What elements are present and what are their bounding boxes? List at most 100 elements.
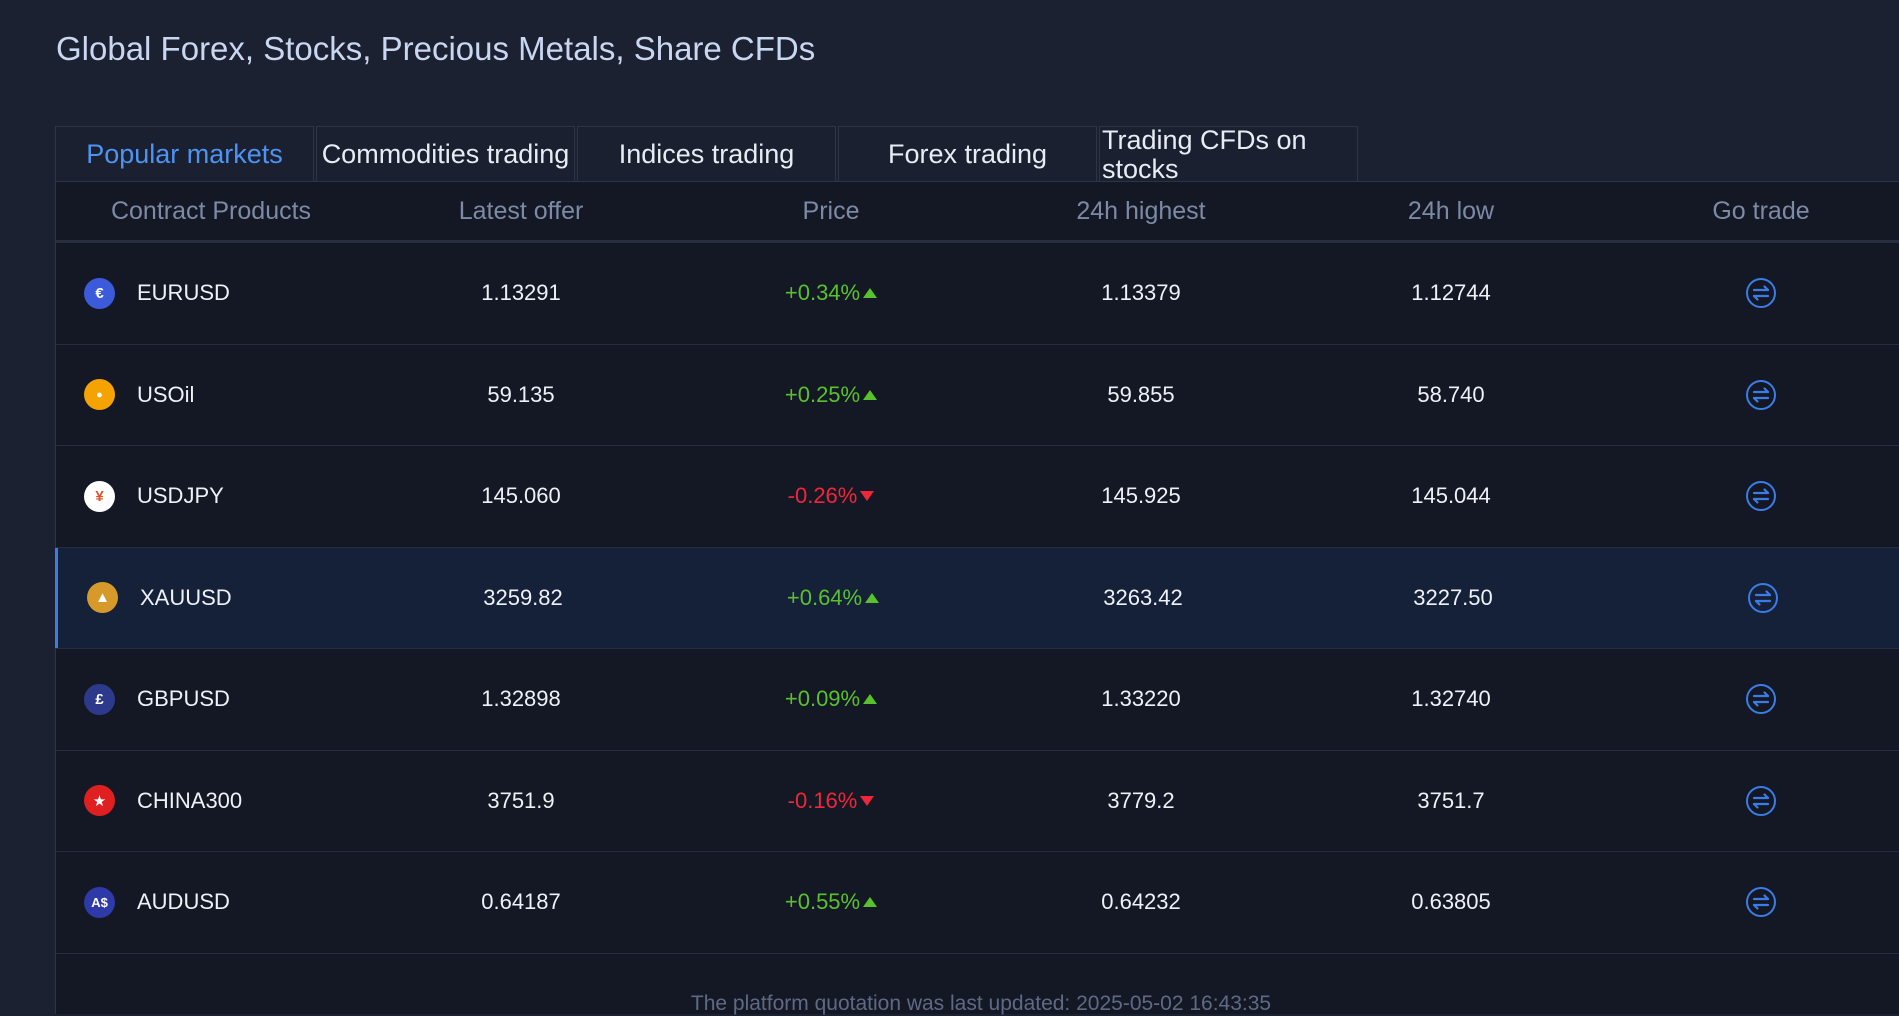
go-trade-cell [1606, 785, 1899, 817]
arrow-up-icon [863, 389, 878, 400]
oil-drop-icon: ● [84, 379, 115, 411]
gold-bars-icon: ▲ [87, 582, 118, 614]
price-change-value: +0.64% [786, 584, 863, 610]
product-cell: A$ AUDUSD [56, 886, 366, 918]
price-change-cell: +0.25% [676, 382, 986, 408]
header-24h-highest: 24h highest [1076, 196, 1206, 225]
24h-low-value: 1.32740 [1411, 686, 1491, 712]
swap-arrows-icon[interactable] [1745, 277, 1777, 309]
24h-high-value: 3263.42 [1103, 584, 1183, 610]
24h-low-value: 0.63805 [1411, 889, 1491, 915]
go-trade-cell [1606, 379, 1899, 411]
24h-low-value: 3227.50 [1413, 584, 1493, 610]
table-row[interactable]: € EURUSD 1.13291 +0.34% 1.13379 1.12744 [56, 243, 1899, 345]
latest-offer-value: 1.13291 [481, 280, 561, 306]
latest-offer-value: 0.64187 [481, 889, 561, 915]
yen-icon: ¥ [84, 480, 115, 512]
arrow-up-icon [863, 897, 878, 908]
24h-high-value: 145.925 [1101, 483, 1181, 509]
product-cell: £ GBPUSD [56, 683, 366, 715]
swap-arrows-icon[interactable] [1745, 379, 1777, 411]
table-row[interactable]: ▲ XAUUSD 3259.82 +0.64% 3263.42 3227.50 [55, 547, 1899, 649]
product-cell: ★ CHINA300 [56, 785, 366, 817]
product-cell: € EURUSD [56, 277, 366, 309]
arrow-down-icon [860, 795, 875, 806]
go-trade-cell [1606, 277, 1899, 309]
latest-offer-value: 1.32898 [481, 686, 561, 712]
go-trade-cell [1608, 582, 1899, 614]
tab-stock-cfds[interactable]: Trading CFDs on stocks [1099, 125, 1358, 183]
24h-high-value: 59.855 [1107, 381, 1175, 407]
header-latest-offer: Latest offer [458, 196, 584, 225]
arrow-up-icon [863, 694, 878, 705]
price-change-value: +0.55% [784, 889, 861, 915]
arrow-up-icon [863, 288, 878, 299]
market-table: Contract Products Latest offer Price 24h… [55, 181, 1899, 1015]
latest-offer-value: 145.060 [481, 483, 561, 509]
swap-arrows-icon[interactable] [1745, 480, 1777, 512]
header-price: Price [802, 196, 860, 225]
pound-icon: £ [84, 683, 115, 715]
china-flag-icon: ★ [84, 785, 115, 817]
last-updated-note: The platform quotation was last updated:… [690, 992, 1272, 1015]
price-change-cell: -0.26% [676, 483, 986, 509]
swap-arrows-icon[interactable] [1747, 582, 1779, 614]
product-cell: ¥ USDJPY [56, 480, 366, 512]
latest-offer-value: 3259.82 [483, 584, 563, 610]
table-row[interactable]: £ GBPUSD 1.32898 +0.09% 1.33220 1.32740 [56, 649, 1899, 751]
product-symbol: USDJPY [137, 483, 224, 509]
page-title: Global Forex, Stocks, Precious Metals, S… [56, 30, 816, 67]
price-change-cell: +0.34% [676, 280, 986, 306]
product-symbol: XAUUSD [140, 584, 232, 610]
aud-icon: A$ [84, 886, 115, 918]
header-contract-products: Contract Products [110, 196, 312, 225]
table-header: Contract Products Latest offer Price 24h… [56, 182, 1899, 243]
euro-icon: € [84, 277, 115, 309]
price-change-cell: -0.16% [676, 788, 986, 814]
table-body: € EURUSD 1.13291 +0.34% 1.13379 1.12744 ● USOi… [55, 243, 1899, 954]
24h-high-value: 3779.2 [1107, 787, 1175, 813]
24h-high-value: 1.33220 [1101, 686, 1181, 712]
24h-low-value: 3751.7 [1417, 787, 1485, 813]
24h-low-value: 58.740 [1417, 381, 1485, 407]
price-change-cell: +0.64% [678, 585, 988, 611]
table-row[interactable]: ● USOil 59.135 +0.25% 59.855 58.740 [56, 345, 1899, 446]
latest-offer-value: 59.135 [487, 381, 555, 407]
24h-high-value: 0.64232 [1101, 889, 1181, 915]
product-symbol: USOil [137, 381, 195, 407]
arrow-down-icon [860, 491, 875, 502]
product-symbol: EURUSD [137, 280, 230, 306]
24h-low-value: 145.044 [1411, 483, 1491, 509]
price-change-value: -0.26% [787, 483, 858, 509]
price-change-value: +0.25% [784, 381, 861, 407]
market-tabs: Popular markets Commodities trading Indi… [55, 125, 1360, 183]
price-change-value: +0.34% [784, 280, 861, 306]
price-change-value: +0.09% [784, 686, 861, 712]
product-symbol: AUDUSD [137, 889, 230, 915]
latest-offer-value: 3751.9 [487, 787, 555, 813]
swap-arrows-icon[interactable] [1745, 785, 1777, 817]
product-symbol: CHINA300 [137, 787, 243, 813]
product-cell: ● USOil [56, 379, 366, 411]
product-cell: ▲ XAUUSD [56, 582, 366, 614]
24h-low-value: 1.12744 [1411, 280, 1491, 306]
table-row[interactable]: A$ AUDUSD 0.64187 +0.55% 0.64232 0.63805 [56, 852, 1899, 954]
go-trade-cell [1606, 683, 1899, 715]
arrow-up-icon [865, 592, 880, 603]
header-go-trade: Go trade [1712, 196, 1810, 225]
price-change-cell: +0.55% [676, 889, 986, 915]
swap-arrows-icon[interactable] [1745, 886, 1777, 918]
table-row[interactable]: ★ CHINA300 3751.9 -0.16% 3779.2 3751.7 [56, 751, 1899, 852]
tab-popular-markets[interactable]: Popular markets [55, 126, 314, 182]
swap-arrows-icon[interactable] [1745, 683, 1777, 715]
tab-forex-trading[interactable]: Forex trading [838, 126, 1097, 182]
table-row[interactable]: ¥ USDJPY 145.060 -0.26% 145.925 145.044 [56, 446, 1899, 548]
header-24h-low: 24h low [1407, 196, 1495, 225]
product-symbol: GBPUSD [137, 686, 230, 712]
tab-commodities-trading[interactable]: Commodities trading [316, 126, 575, 182]
price-change-cell: +0.09% [676, 686, 986, 712]
tab-indices-trading[interactable]: Indices trading [577, 126, 836, 182]
go-trade-cell [1606, 480, 1899, 512]
price-change-value: -0.16% [787, 787, 858, 813]
24h-high-value: 1.13379 [1101, 280, 1181, 306]
